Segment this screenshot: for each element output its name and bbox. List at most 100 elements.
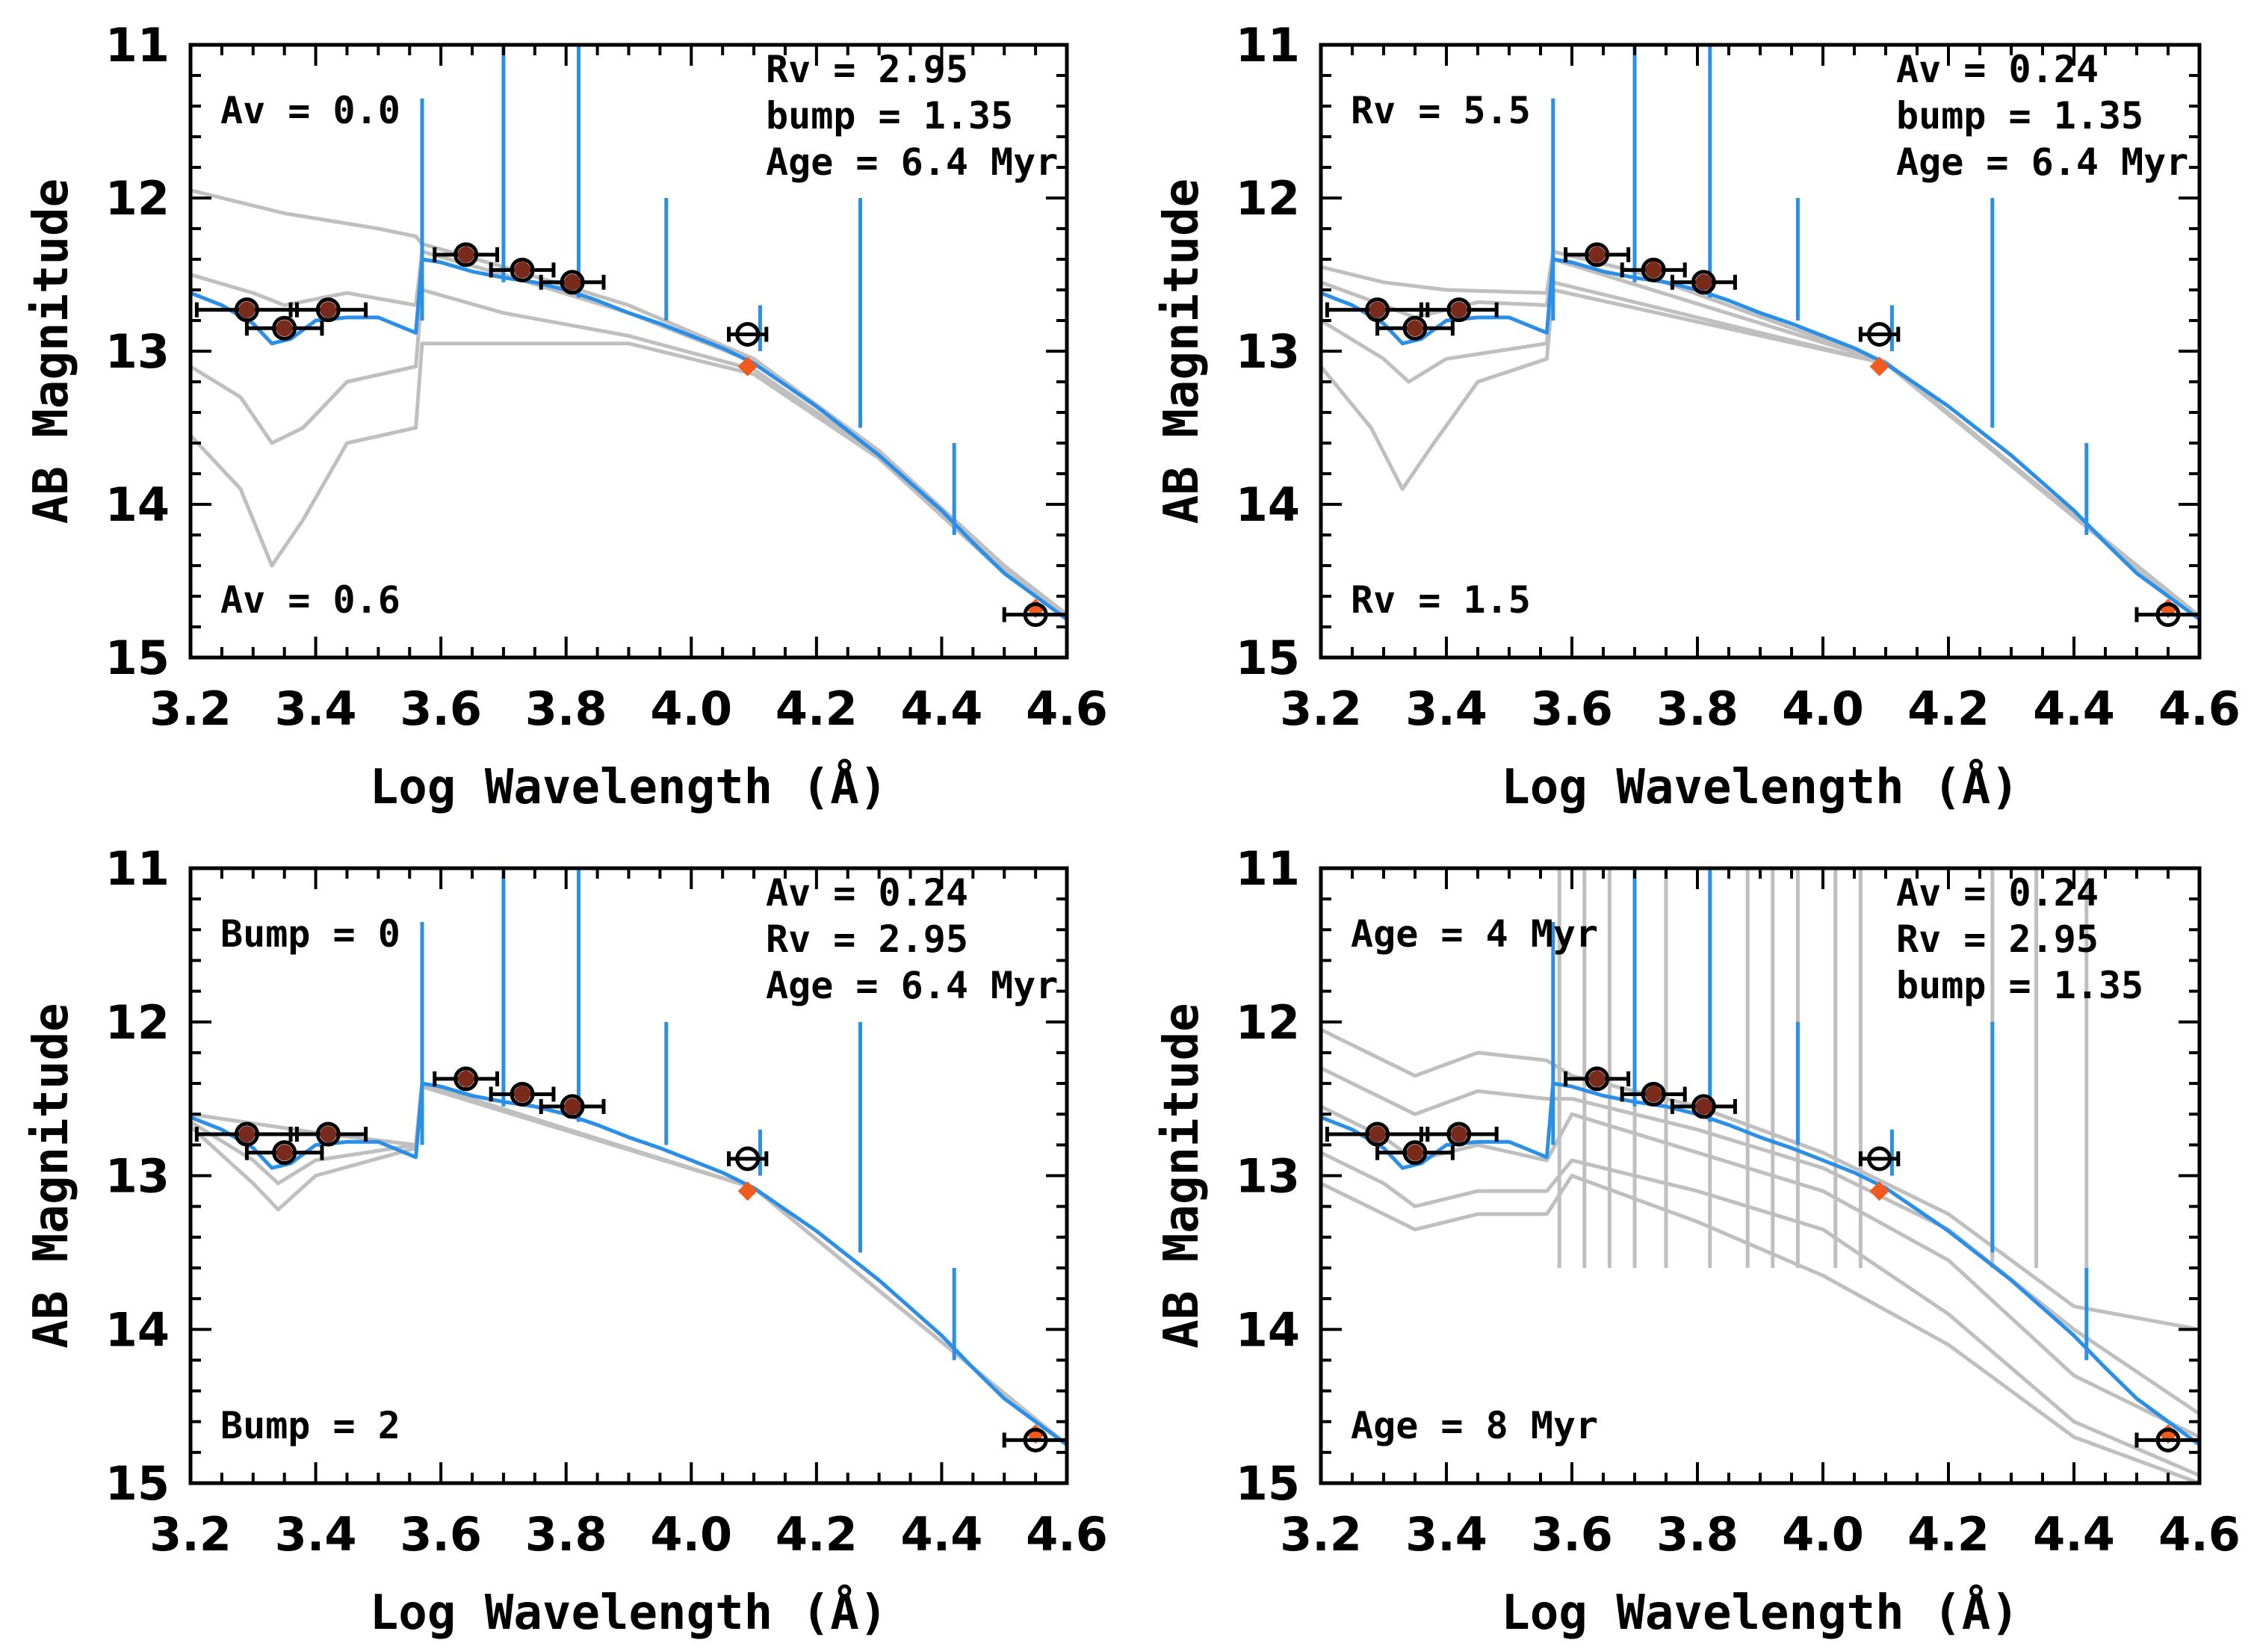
grey-model-curve-1 bbox=[1321, 1027, 2199, 1331]
y-tick-label-15: 15 bbox=[1236, 1456, 1300, 1511]
annotation-top-left: Rv = 5.5 bbox=[1351, 89, 1531, 132]
y-axis-title: AB Magnitude bbox=[1154, 1003, 1210, 1348]
x-tick-label-3.4: 3.4 bbox=[1405, 681, 1487, 736]
annotation-top-left: Age = 4 Myr bbox=[1351, 912, 1598, 956]
blue-model-spectrum bbox=[1321, 257, 2199, 621]
x-tick-label-4.4: 4.4 bbox=[901, 1507, 983, 1562]
panel-bottom-left: 3.2 3.4 3.6 3.8 4.0 4.2 4.4 4.6 11 12 13 14 15 Log Wa… bbox=[24, 841, 1108, 1641]
x-tick-label-3.6: 3.6 bbox=[400, 681, 482, 736]
blue-model-spectrum bbox=[1321, 1081, 2199, 1447]
observed-point-fill-3 bbox=[320, 1125, 337, 1142]
observed-point-fill-1 bbox=[1369, 301, 1386, 318]
grey-model-curve-3 bbox=[191, 288, 1067, 619]
observed-point-fill-6 bbox=[564, 273, 581, 291]
observed-point-7 bbox=[735, 321, 761, 347]
model-photometry-point-3 bbox=[737, 1181, 758, 1201]
y-tick-label-13: 13 bbox=[105, 324, 170, 379]
x-tick-label-3.6: 3.6 bbox=[1531, 1507, 1613, 1562]
annotation-top-right-2: bump = 1.35 bbox=[766, 94, 1013, 137]
observed-point-3 bbox=[315, 297, 341, 323]
x-tick-label-3.4: 3.4 bbox=[275, 681, 357, 736]
observed-point-8 bbox=[1023, 1427, 1048, 1453]
x-tick-label-3.8: 3.8 bbox=[1656, 1507, 1739, 1562]
plot-area bbox=[191, 45, 1067, 628]
observed-point-fill-2 bbox=[276, 1144, 293, 1161]
x-tick-label-3.2: 3.2 bbox=[149, 1507, 232, 1562]
model-photometry-point-3 bbox=[1869, 356, 1889, 377]
observed-point-6 bbox=[560, 270, 585, 295]
observed-point-6 bbox=[1691, 1094, 1716, 1119]
x-tick-label-4.2: 4.2 bbox=[1907, 681, 1990, 736]
annotation-top-right-1: Av = 0.24 bbox=[1896, 48, 2099, 91]
observed-point-fill-5 bbox=[514, 1086, 531, 1103]
observed-point-fill-4 bbox=[1588, 246, 1606, 263]
x-tick-label-3.4: 3.4 bbox=[275, 1507, 357, 1562]
observed-point-1 bbox=[1365, 1122, 1390, 1147]
y-tick-label-15: 15 bbox=[105, 1456, 170, 1511]
x-tick-label-3.2: 3.2 bbox=[149, 681, 232, 736]
panel-top-left: 3.2 3.4 3.6 3.8 4.0 4.2 4.4 4.6 11 12 13 14 15 Log Wa… bbox=[24, 18, 1108, 815]
observed-point-4 bbox=[1585, 242, 1610, 267]
annotation-top-right-2: bump = 1.35 bbox=[1896, 94, 2143, 137]
x-axis-title: Log Wavelength (Å) bbox=[1501, 758, 2019, 815]
observed-point-fill-1 bbox=[238, 1125, 256, 1142]
blue-model-spectrum bbox=[191, 1081, 1067, 1447]
annotation-top-right-1: Av = 0.24 bbox=[766, 871, 968, 915]
y-axis-title: AB Magnitude bbox=[1154, 179, 1210, 524]
annotation-bottom-left: Rv = 1.5 bbox=[1351, 578, 1531, 622]
annotation-top-right-3: Age = 6.4 Myr bbox=[766, 964, 1058, 1007]
x-tick-label-4.0: 4.0 bbox=[1782, 1507, 1864, 1562]
observed-point-fill-4 bbox=[457, 1070, 474, 1087]
y-tick-label-11: 11 bbox=[1236, 841, 1300, 896]
observed-point-5 bbox=[510, 1081, 535, 1107]
observed-point-fill-1 bbox=[1369, 1125, 1386, 1142]
annotation-bottom-left: Age = 8 Myr bbox=[1351, 1404, 1598, 1447]
y-tick-label-14: 14 bbox=[105, 1302, 170, 1357]
y-tick-label-13: 13 bbox=[105, 1149, 170, 1204]
x-tick-label-4.4: 4.4 bbox=[901, 681, 983, 736]
y-tick-label-14: 14 bbox=[1236, 1302, 1300, 1357]
y-tick-label-11: 11 bbox=[105, 841, 170, 896]
observed-point-fill-2 bbox=[1407, 1144, 1423, 1161]
observed-point-8 bbox=[2155, 1427, 2181, 1453]
observed-point-fill-3 bbox=[1450, 1125, 1467, 1142]
plot-area bbox=[1321, 45, 2199, 628]
observed-point-5 bbox=[1641, 1081, 1666, 1107]
annotation-top-right-3: Age = 6.4 Myr bbox=[766, 140, 1058, 184]
y-tick-label-12: 12 bbox=[1236, 171, 1300, 226]
plot-area bbox=[1321, 868, 2199, 1483]
annotation-bottom-left: Bump = 2 bbox=[220, 1404, 400, 1447]
y-tick-label-14: 14 bbox=[1236, 477, 1300, 532]
observed-point-fill-6 bbox=[564, 1098, 581, 1115]
observed-point-fill-5 bbox=[1645, 1086, 1662, 1103]
observed-point-2 bbox=[272, 315, 297, 341]
observed-point-4 bbox=[453, 1066, 479, 1092]
grey-model-curve-1 bbox=[191, 188, 1067, 616]
y-tick-label-12: 12 bbox=[105, 995, 170, 1050]
observed-point-2 bbox=[1402, 1140, 1428, 1166]
x-tick-label-4.2: 4.2 bbox=[775, 1507, 858, 1562]
observed-point-fill-3 bbox=[320, 301, 337, 318]
y-tick-label-12: 12 bbox=[105, 171, 170, 226]
x-tick-label-3.2: 3.2 bbox=[1280, 1507, 1362, 1562]
y-axis-title: AB Magnitude bbox=[24, 1003, 79, 1348]
x-axis-title: Log Wavelength (Å) bbox=[370, 1584, 888, 1641]
y-tick-label-13: 13 bbox=[1236, 324, 1300, 379]
annotation-top-right-1: Av = 0.24 bbox=[1896, 871, 2099, 915]
blue-model-spectrum bbox=[191, 257, 1067, 621]
annotation-top-right-1: Rv = 2.95 bbox=[766, 48, 968, 91]
x-tick-label-3.6: 3.6 bbox=[1531, 681, 1613, 736]
observed-point-7 bbox=[1867, 1146, 1892, 1172]
observed-point-1 bbox=[234, 1122, 259, 1147]
x-tick-label-3.6: 3.6 bbox=[400, 1507, 482, 1562]
grey-model-curve-4 bbox=[1321, 288, 2199, 621]
x-tick-label-4.4: 4.4 bbox=[2033, 681, 2115, 736]
annotation-top-right-2: Rv = 2.95 bbox=[766, 918, 968, 961]
observed-point-4 bbox=[453, 242, 479, 267]
grey-model-curve-4 bbox=[191, 341, 1067, 621]
observed-point-fill-4 bbox=[457, 246, 474, 263]
y-tick-label-11: 11 bbox=[1236, 18, 1300, 72]
observed-point-8 bbox=[2155, 602, 2181, 628]
observed-point-2 bbox=[1402, 315, 1428, 341]
